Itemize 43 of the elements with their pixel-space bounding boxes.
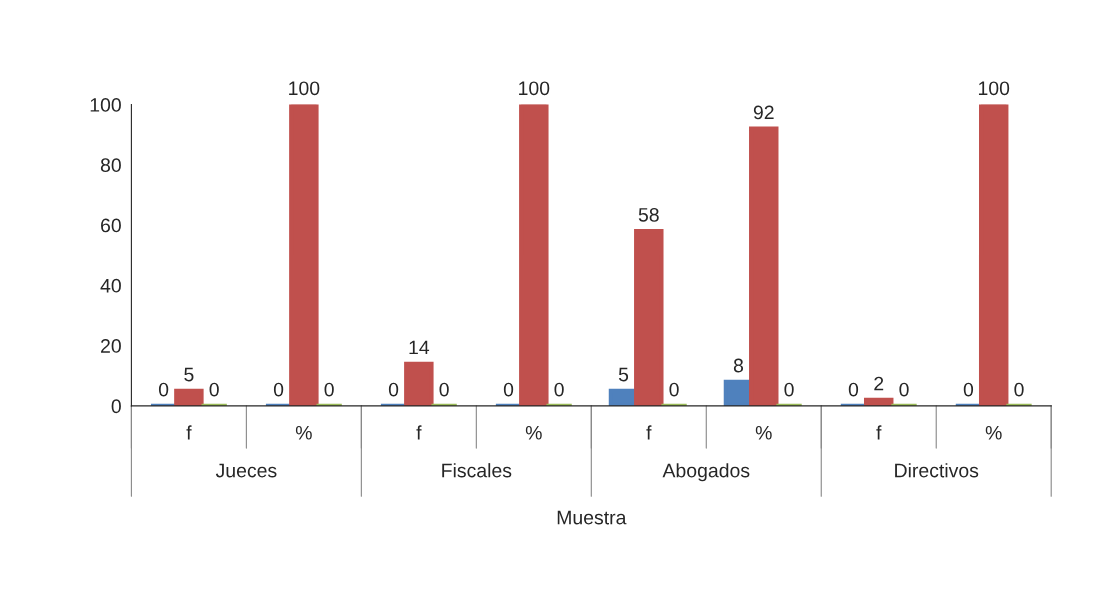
- data-label: 100: [978, 81, 1010, 96]
- x-tick-label: %: [525, 425, 542, 440]
- data-label: 92: [753, 105, 774, 120]
- data-label: 0: [899, 382, 909, 397]
- y-tick-label: 100: [90, 98, 121, 112]
- x-tick-label: %: [985, 425, 1002, 440]
- x-axis-title: Muestra: [557, 510, 627, 525]
- x-tick-label: %: [295, 425, 312, 440]
- data-label: 0: [554, 382, 564, 397]
- data-label: 100: [289, 81, 320, 96]
- data-label: 5: [618, 367, 629, 382]
- data-label: 14: [409, 340, 430, 355]
- text: Fiscales: [442, 463, 512, 478]
- data-label: 0: [273, 382, 284, 397]
- data-label: 0: [158, 382, 169, 397]
- y-tick-label: 20: [101, 339, 121, 353]
- data-label: 0: [503, 382, 514, 397]
- data-label: 0: [848, 382, 859, 397]
- y-tick-label: 80: [100, 158, 121, 173]
- y-tick-label: 60: [101, 218, 121, 233]
- data-label: 2: [874, 376, 884, 391]
- data-label: 0: [784, 382, 794, 397]
- data-label: 0: [439, 382, 449, 397]
- text: Abogados: [662, 463, 750, 482]
- x-tick-label: f: [416, 425, 422, 440]
- text: Directivos: [895, 463, 979, 478]
- text: Jueces: [215, 463, 277, 478]
- data-label: 0: [963, 382, 974, 397]
- y-tick-label: 0: [111, 399, 121, 414]
- x-tick-label: f: [876, 425, 882, 440]
- data-label: 0: [324, 382, 334, 397]
- data-label: 0: [209, 382, 219, 397]
- y-tick-label: 40: [100, 278, 121, 293]
- data-label: 58: [638, 207, 659, 222]
- data-label: 5: [184, 367, 194, 382]
- data-label: 0: [669, 382, 679, 397]
- data-label: 100: [519, 81, 550, 96]
- data-label: 0: [1014, 382, 1024, 397]
- data-label: 0: [388, 382, 399, 397]
- x-tick-label: f: [186, 425, 192, 440]
- x-tick-label: f: [646, 425, 652, 440]
- x-tick-label: %: [755, 425, 772, 440]
- data-label: 8: [733, 358, 744, 373]
